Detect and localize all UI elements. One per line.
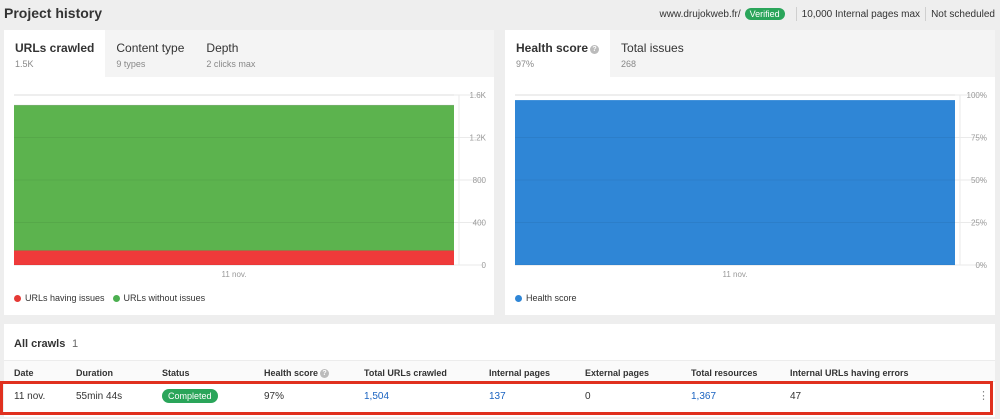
y-tick-label: 50% xyxy=(971,176,987,185)
col-external-pages[interactable]: External pages xyxy=(585,368,650,378)
urls-crawled-card: URLs crawled 1.5K Content type 9 types D… xyxy=(4,30,494,315)
green-dot-icon xyxy=(112,294,120,302)
legend-item-issues[interactable]: URLs having issues xyxy=(14,293,105,303)
tab-label: Total issues xyxy=(621,41,684,55)
schedule-label[interactable]: Not scheduled xyxy=(931,8,995,20)
page-title: Project history xyxy=(4,5,103,21)
y-tick-label: 400 xyxy=(473,219,487,228)
col-label: Health score xyxy=(264,368,319,378)
red-dot-icon xyxy=(14,294,21,302)
all-crawls-panel: All crawls 1 Date Duration Status Health… xyxy=(4,324,995,417)
y-tick-label: 1.2K xyxy=(470,134,487,143)
left-legend: URLs having issues URLs without issues xyxy=(14,293,213,303)
crawls-count: 1 xyxy=(72,338,79,350)
pages-max-label: 10,000 Internal pages max xyxy=(801,8,921,20)
left-tabs: URLs crawled 1.5K Content type 9 types D… xyxy=(4,30,494,77)
col-total-urls[interactable]: Total URLs crawled xyxy=(364,368,447,378)
info-icon[interactable]: ? xyxy=(590,45,600,54)
right-tabs: Health score? 97% Total issues 268 xyxy=(505,30,995,77)
area-health-score[interactable] xyxy=(515,100,955,265)
health-score-card: Health score? 97% Total issues 268 100% 7… xyxy=(505,30,995,315)
tab-label: URLs crawled xyxy=(15,41,95,55)
legend-item-health[interactable]: Health score xyxy=(515,293,577,303)
tab-depth[interactable]: Depth 2 clicks max xyxy=(195,30,266,77)
blue-dot-icon xyxy=(515,294,522,302)
cell-internal-link[interactable]: 137 xyxy=(489,391,506,402)
cell-total-urls-link[interactable]: 1,504 xyxy=(364,391,390,402)
legend-label: URLs without issues xyxy=(123,293,206,303)
col-duration[interactable]: Duration xyxy=(76,368,113,378)
health-score-chart: 100% 75% 50% 25% 0% 11 nov. xyxy=(515,91,987,279)
y-tick-label: 1.6K xyxy=(470,91,487,100)
tab-urls-crawled[interactable]: URLs crawled 1.5K xyxy=(4,30,106,77)
col-health-score[interactable]: Health score? xyxy=(264,368,330,378)
y-tick-label: 75% xyxy=(971,134,987,143)
col-internal-errors[interactable]: Internal URLs having errors xyxy=(790,368,909,378)
y-tick-label: 800 xyxy=(473,176,487,185)
cell-health: 97% xyxy=(264,391,285,402)
tab-content-type[interactable]: Content type 9 types xyxy=(105,30,195,77)
col-date[interactable]: Date xyxy=(14,368,34,378)
area-urls-having-issues[interactable] xyxy=(14,250,454,265)
y-tick-label: 0 xyxy=(482,261,487,270)
area-urls-without-issues[interactable] xyxy=(14,105,454,251)
tab-sub: 9 types xyxy=(116,59,146,69)
legend-item-no-issues[interactable]: URLs without issues xyxy=(112,293,206,303)
legend-label: URLs having issues xyxy=(25,293,105,303)
table-header: Date Duration Status Health score? Total… xyxy=(4,360,995,382)
tab-label-text: Health score xyxy=(516,41,589,55)
right-legend: Health score xyxy=(515,293,585,303)
divider xyxy=(795,7,797,21)
project-meta: www.drujokweb.fr/ Verified 10,000 Intern… xyxy=(659,7,995,21)
y-tick-label: 0% xyxy=(975,261,987,270)
more-options-icon[interactable]: ⋮ xyxy=(978,390,989,402)
tab-sub: 2 clicks max xyxy=(206,59,256,69)
tab-label: Health score? xyxy=(516,41,600,55)
tab-sub: 97% xyxy=(516,59,535,69)
col-total-resources[interactable]: Total resources xyxy=(691,368,758,378)
info-icon[interactable]: ? xyxy=(320,369,330,378)
y-tick-label: 25% xyxy=(971,219,987,228)
y-tick-label: 100% xyxy=(967,91,987,100)
table-row[interactable]: 11 nov. 55min 44s Completed 97% 1,504 13… xyxy=(4,382,995,412)
legend-label: Health score xyxy=(526,293,577,303)
tab-total-issues[interactable]: Total issues 268 xyxy=(610,30,695,77)
x-tick-label: 11 nov. xyxy=(722,270,747,279)
urls-crawled-chart: 1.6K 1.2K 800 400 0 11 nov. xyxy=(14,91,487,279)
tab-label: Depth xyxy=(206,41,239,55)
cell-errors: 47 xyxy=(790,391,802,402)
tab-sub: 268 xyxy=(621,59,637,69)
tab-health-score[interactable]: Health score? 97% xyxy=(505,30,611,77)
divider xyxy=(925,7,927,21)
status-badge: Completed xyxy=(162,389,218,403)
col-status[interactable]: Status xyxy=(162,368,190,378)
project-domain[interactable]: www.drujokweb.fr/ xyxy=(659,8,741,20)
cell-external: 0 xyxy=(585,391,591,402)
cell-date: 11 nov. xyxy=(14,391,46,402)
page-header: Project history www.drujokweb.fr/ Verifi… xyxy=(0,0,1000,28)
crawls-title: All crawls xyxy=(14,338,66,350)
x-tick-label: 11 nov. xyxy=(221,270,246,279)
verified-badge: Verified xyxy=(744,8,785,20)
cell-duration: 55min 44s xyxy=(76,391,123,402)
tab-label: Content type xyxy=(116,41,185,55)
cell-resources-link[interactable]: 1,367 xyxy=(691,391,717,402)
col-internal-pages[interactable]: Internal pages xyxy=(489,368,551,378)
tab-sub: 1.5K xyxy=(15,59,34,69)
